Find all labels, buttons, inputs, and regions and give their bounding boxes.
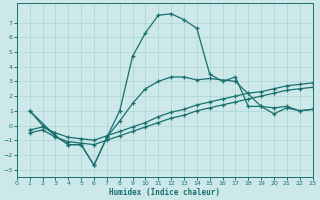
X-axis label: Humidex (Indice chaleur): Humidex (Indice chaleur)	[109, 188, 220, 197]
